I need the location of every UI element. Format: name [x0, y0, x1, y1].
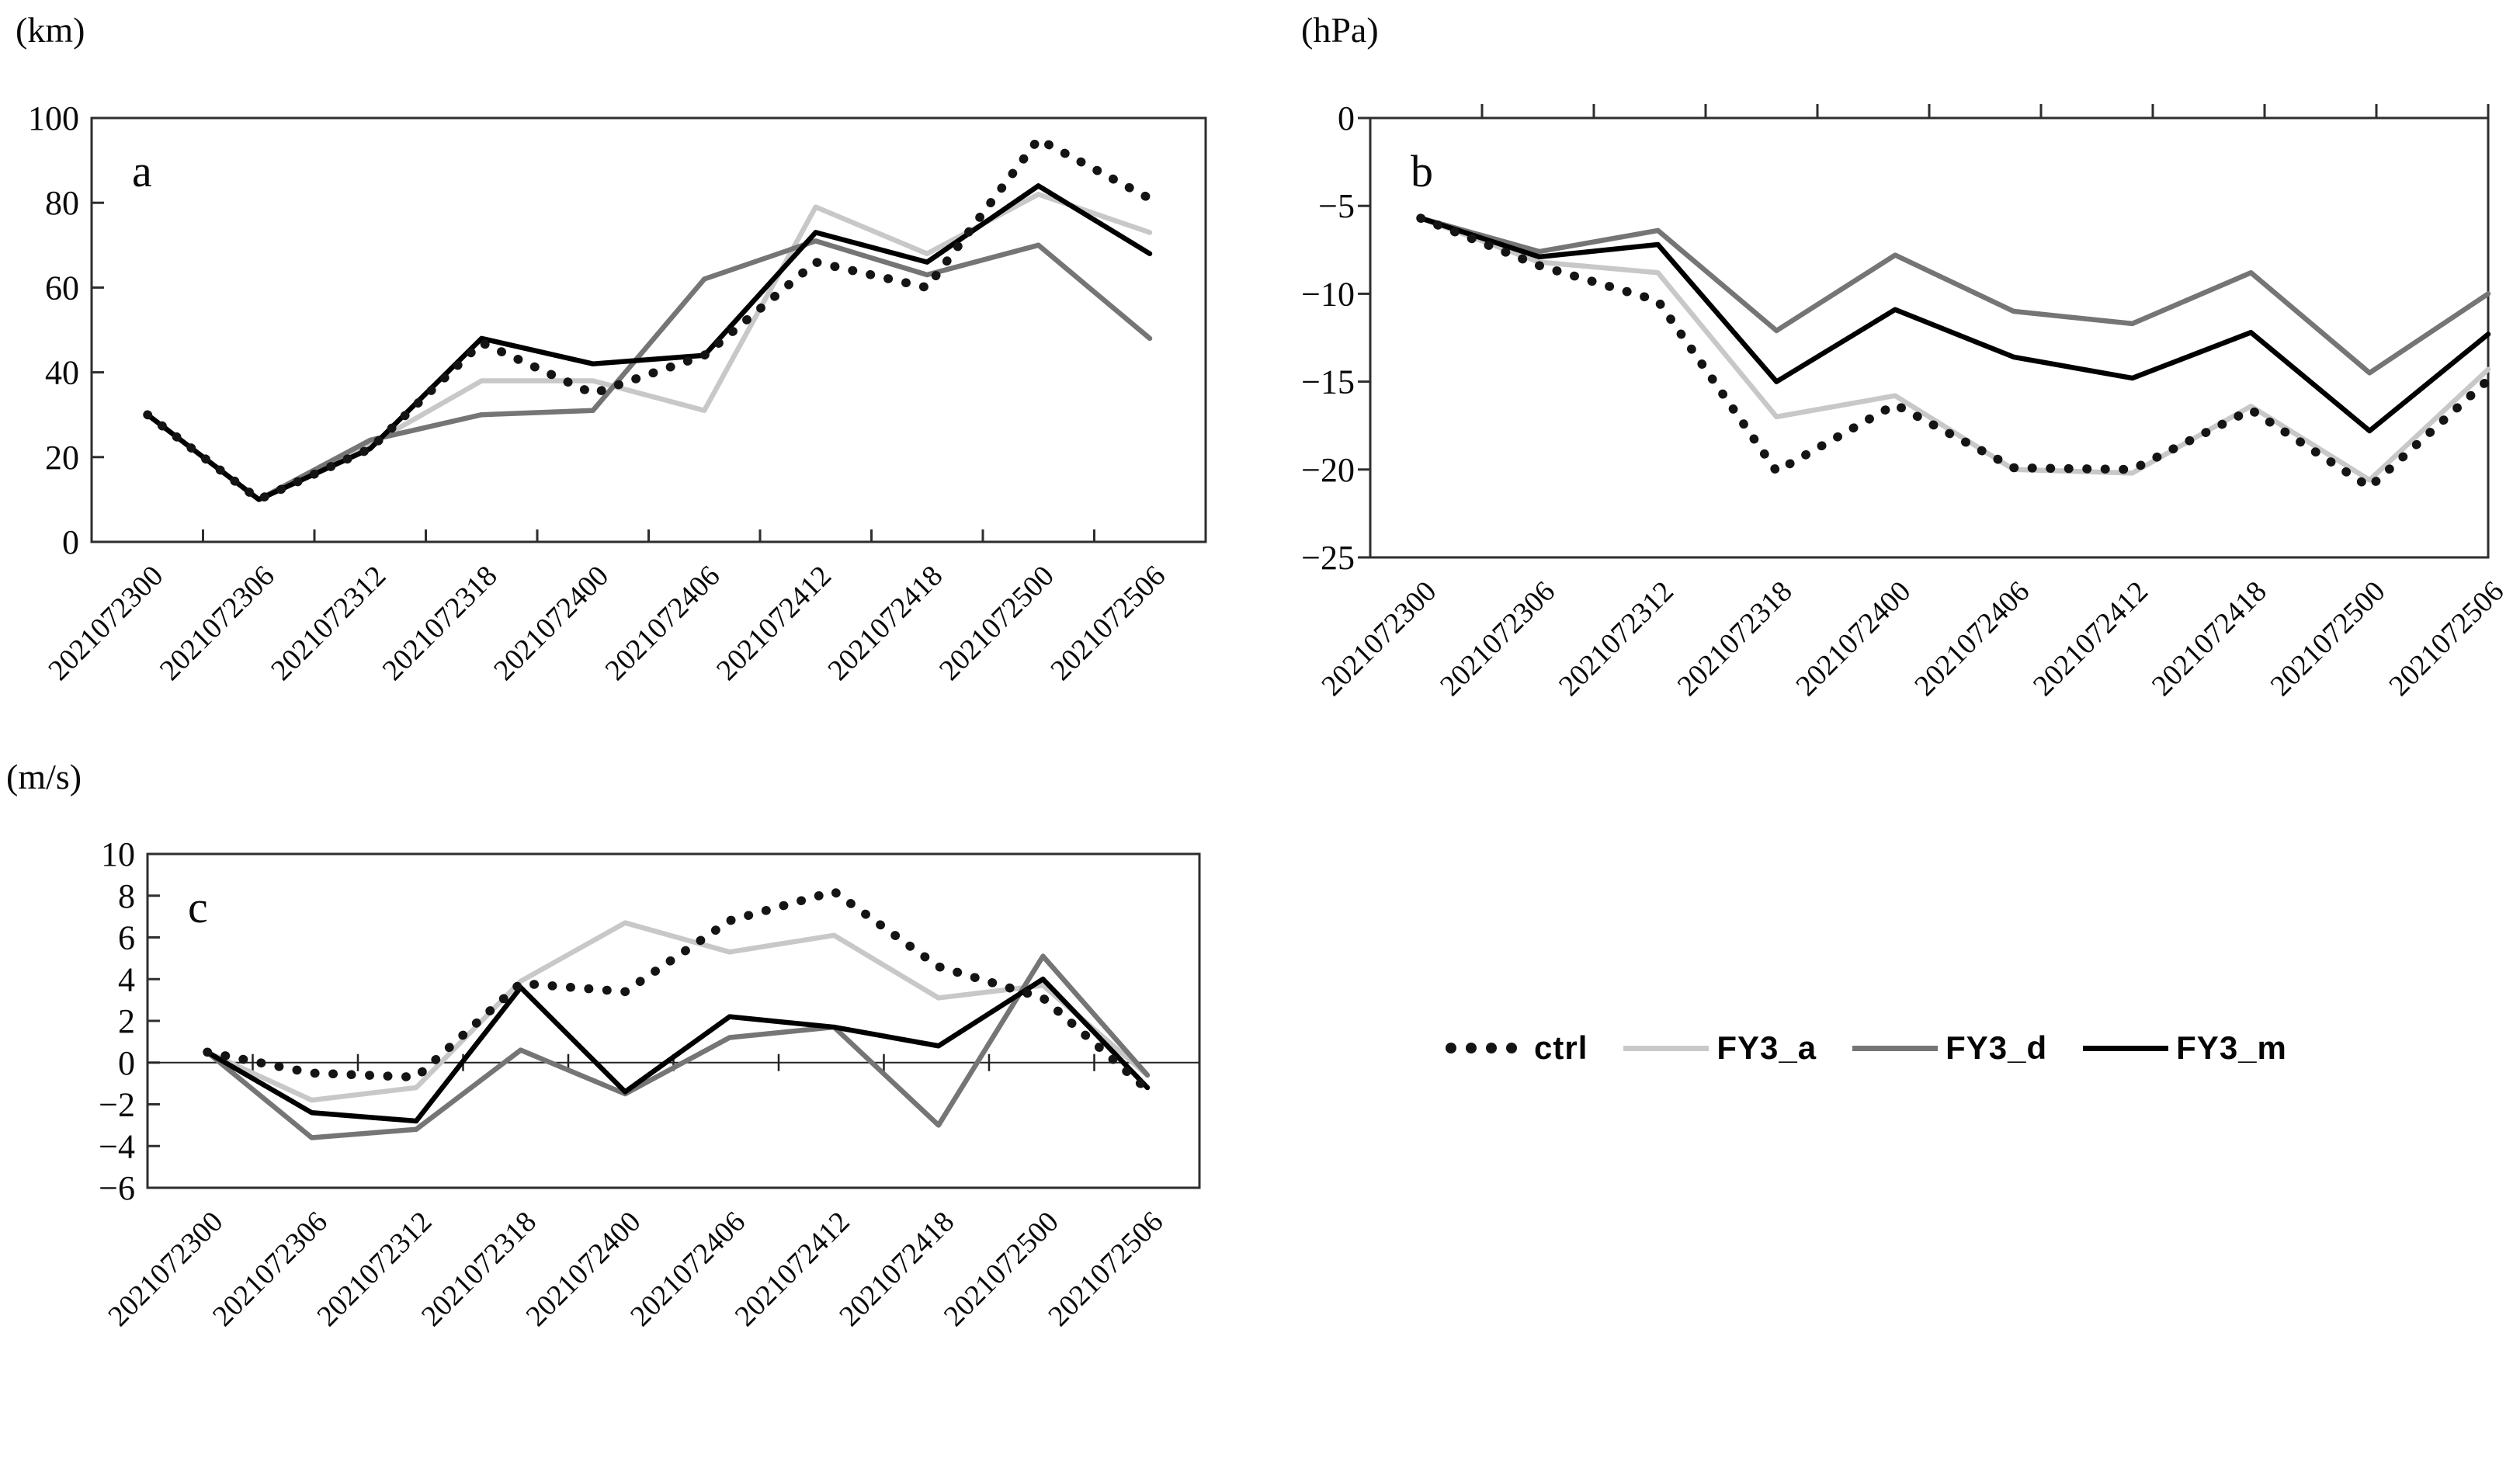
legend: ctrl FY3_a FY3_d FY3_m — [1446, 1029, 2287, 1067]
x-tick-label: 2021072400 — [1789, 575, 1917, 703]
y-tick-label: −25 — [1301, 539, 1355, 577]
y-tick-label: 0 — [118, 1044, 135, 1082]
series-FY3_d — [204, 953, 1151, 1140]
legend-line-icon — [1623, 1045, 1710, 1051]
series-FY3_a — [204, 920, 1151, 1103]
y-tick-label: −2 — [99, 1086, 135, 1124]
legend-label: FY3_a — [1716, 1029, 1817, 1066]
x-tick-label: 2021072506 — [2383, 575, 2510, 703]
y-axis: 10 8 64 2 0 −2−4 −6 — [99, 835, 160, 1207]
x-tick-label: 2021072500 — [933, 560, 1060, 687]
x-tick-label: 2021072506 — [1044, 560, 1171, 687]
y-tick-label: 6 — [118, 919, 135, 957]
y-tick-label: 80 — [45, 184, 79, 222]
chart-panel-a: 0 20 40 60 80 100 2021072300 2021072306 20210723… — [0, 0, 1242, 749]
series-FY3_d — [1418, 215, 2491, 376]
x-tick-label: 2021072312 — [265, 560, 392, 687]
y-tick-label: −5 — [1318, 187, 1355, 225]
y-tick-label: 2 — [118, 1002, 135, 1040]
x-tick-label: 2021072312 — [1553, 575, 1680, 703]
series-FY3_m — [204, 977, 1151, 1124]
panel-letter: b — [1411, 146, 1433, 196]
plot-border — [146, 852, 1201, 1189]
y-tick-label: −6 — [99, 1169, 135, 1207]
y-tick-label: −4 — [99, 1127, 135, 1165]
y-axis: 0 −5 −10 −15 −20 −25 — [1301, 99, 1370, 577]
y-tick-label: 8 — [118, 877, 135, 915]
plot-border — [90, 116, 1207, 543]
chart-panel-b: 0 −5 −10 −15 −20 −25 2021072300 2021072306 20210… — [1258, 0, 2520, 749]
chart-b-svg: 0−5−10−15−20−252021072300202107230620210… — [1301, 10, 2510, 703]
legend-item-ctrl: ctrl — [1446, 1029, 1588, 1067]
x-axis — [148, 1053, 1199, 1071]
series-ctrl — [1416, 213, 2493, 492]
series-group — [1416, 213, 2493, 492]
x-tick-label: 2021072306 — [1434, 575, 1561, 703]
y-tick-label: −15 — [1301, 363, 1355, 401]
series-group — [143, 134, 1154, 505]
x-tick-label: 2021072406 — [1908, 575, 2036, 703]
panel-letter: c — [188, 882, 208, 932]
y-axis: 0 20 40 60 80 100 — [28, 99, 104, 561]
y-tick-label: 20 — [45, 439, 79, 477]
legend-label: FY3_d — [1946, 1029, 2048, 1066]
y-tick-label: 40 — [45, 354, 79, 392]
x-tick-label: 2021072500 — [2265, 575, 2392, 703]
x-tick-label: 2021072300 — [42, 560, 169, 687]
series-group — [203, 887, 1152, 1140]
legend-item-FY3_m: FY3_m — [2083, 1029, 2287, 1067]
legend-label: ctrl — [1534, 1029, 1588, 1066]
x-axis — [202, 529, 1095, 542]
chart-a-svg: 0204060801002021072300202107230620210723… — [16, 10, 1207, 687]
legend-line-icon — [2083, 1045, 2169, 1051]
x-tick-label: 2021072300 — [1315, 575, 1442, 703]
legend-item-FY3_a: FY3_a — [1623, 1029, 1817, 1067]
x-tick-label: 2021072406 — [599, 560, 727, 687]
series-ctrl — [143, 134, 1154, 505]
axis-unit-label: (km) — [16, 10, 85, 50]
x-labels: 2021072300202107230620210723122021072318… — [42, 560, 1171, 687]
x-axis — [1480, 104, 2490, 118]
series-FY3_a — [1418, 215, 2491, 483]
legend-label: FY3_m — [2176, 1029, 2287, 1066]
y-tick-label: 100 — [28, 99, 79, 137]
legend-dotted-line-icon — [1446, 1043, 1526, 1053]
plot-border — [1369, 116, 2490, 559]
panel-letter: a — [132, 146, 152, 196]
x-labels: 2021072300202107230620210723122021072318… — [102, 1206, 1169, 1333]
axis-unit-label: (m/s) — [6, 757, 82, 797]
series-FY3_m — [1418, 215, 2491, 434]
x-labels: 2021072300202107230620210723122021072318… — [1315, 575, 2510, 703]
x-tick-label: 2021072418 — [821, 560, 949, 687]
x-tick-label: 2021072412 — [2027, 575, 2154, 703]
legend-item-FY3_d: FY3_d — [1852, 1029, 2047, 1067]
chart-panel-c: 10 8 6 4 2 0 −2 −4 −6 2021072300 2021072306 2021072… — [0, 745, 1242, 1482]
series-FY3_d — [144, 238, 1153, 502]
x-tick-label: 2021072412 — [710, 560, 838, 687]
y-tick-label: −10 — [1301, 275, 1355, 313]
x-tick-label: 2021072400 — [488, 560, 615, 687]
y-tick-label: 4 — [118, 960, 135, 998]
x-tick-label: 2021072506 — [1042, 1206, 1169, 1333]
y-tick-label: 60 — [45, 269, 79, 307]
series-ctrl — [203, 887, 1152, 1095]
x-tick-label: 2021072318 — [1671, 575, 1799, 703]
y-tick-label: 0 — [1338, 99, 1355, 137]
x-tick-label: 2021072418 — [2146, 575, 2273, 703]
y-tick-label: 10 — [101, 835, 135, 873]
axis-unit-label: (hPa) — [1301, 10, 1379, 50]
x-tick-label: 2021072318 — [377, 560, 504, 687]
y-tick-label: 0 — [62, 523, 79, 561]
x-tick-label: 2021072306 — [154, 560, 281, 687]
legend-line-icon — [1852, 1045, 1939, 1051]
chart-c-svg: 10 8 64 2 0 −2−4 −6202107230020210723062021072… — [6, 757, 1201, 1333]
y-tick-label: −20 — [1301, 451, 1355, 489]
